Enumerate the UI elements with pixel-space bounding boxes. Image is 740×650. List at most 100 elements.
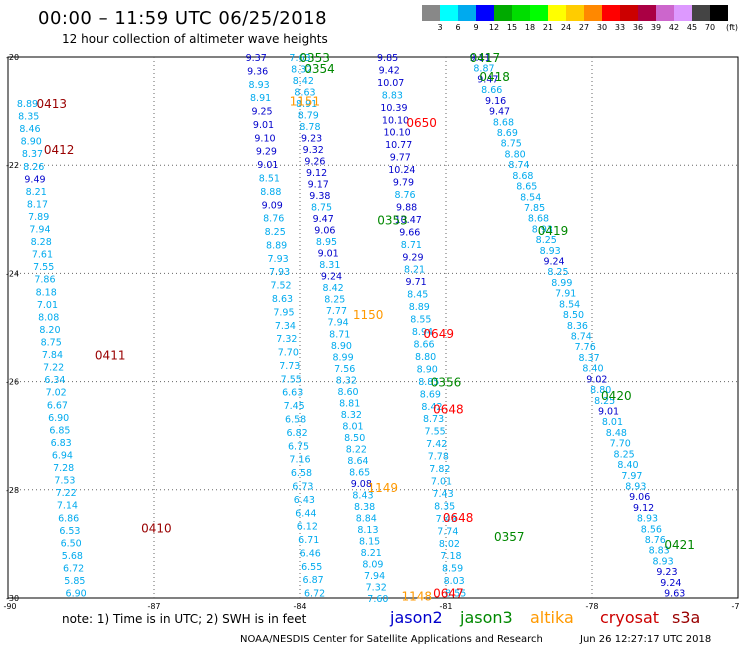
swh-value: 8.90 xyxy=(21,137,42,148)
swh-value: 7.94 xyxy=(328,318,349,329)
swh-value: 7.70 xyxy=(278,348,299,359)
swh-value: 9.29 xyxy=(256,147,277,158)
swh-value: 7.70 xyxy=(610,439,631,450)
swh-value: 6.82 xyxy=(287,428,308,439)
swh-value: 9.01 xyxy=(257,160,278,171)
swh-value: 7.63 xyxy=(289,53,310,64)
swh-value: 8.28 xyxy=(31,237,52,248)
y-tick-label: -26 xyxy=(6,378,19,387)
swh-value: 9.71 xyxy=(406,277,427,288)
swh-value: 6.85 xyxy=(49,425,70,436)
pass-label: 0413 xyxy=(37,97,68,111)
swh-value: 7.85 xyxy=(524,203,545,214)
swh-value: 6.90 xyxy=(66,589,87,600)
swh-value: 9.85 xyxy=(377,53,398,64)
swh-value: 9.42 xyxy=(379,65,400,76)
sat-label-jason2: jason2 xyxy=(390,608,443,627)
y-tick-label: -30 xyxy=(6,594,19,603)
swh-value: 8.50 xyxy=(563,310,584,321)
swh-value: 10.47 xyxy=(395,215,422,226)
swh-value: 8.93 xyxy=(540,246,561,257)
pass-label: 0649 xyxy=(423,327,454,341)
swh-value: 8.48 xyxy=(606,428,627,439)
note-text: note: 1) Time is in UTC; 2) SWH is in fe… xyxy=(62,612,307,626)
swh-value: 9.79 xyxy=(393,178,414,189)
swh-value: 7.84 xyxy=(42,350,63,361)
swh-value: 9.24 xyxy=(543,257,564,268)
swh-value: 8.01 xyxy=(602,417,623,428)
swh-value: 7.34 xyxy=(275,321,296,332)
swh-value: 8.80 xyxy=(590,385,611,396)
swh-value: 8.65 xyxy=(349,467,370,478)
swh-value: 7.01 xyxy=(431,476,452,487)
swh-value: 8.85 xyxy=(418,377,439,388)
swh-value: 8.80 xyxy=(415,352,436,363)
swh-value: 8.83 xyxy=(382,90,403,101)
swh-value: 8.87 xyxy=(473,64,494,75)
swh-value: 7.74 xyxy=(437,526,458,537)
swh-value: 8.25 xyxy=(324,295,345,306)
swh-value: 9.47 xyxy=(489,107,510,118)
swh-value: 8.35 xyxy=(18,112,39,123)
swh-value: 7.78 xyxy=(428,452,449,463)
sat-label-cryosat: cryosat xyxy=(600,608,660,627)
legend-label-14: 45 xyxy=(686,23,698,32)
swh-value: 7.45 xyxy=(284,401,305,412)
swh-value: 7.93 xyxy=(269,267,290,278)
swh-value: 8.90 xyxy=(417,364,438,375)
swh-value: 6.44 xyxy=(295,508,316,519)
swh-value: 8.51 xyxy=(259,174,280,185)
legend-label-3: 12 xyxy=(488,23,500,32)
swh-value: 8.32 xyxy=(336,375,357,386)
pass-label: 0418 xyxy=(479,70,510,84)
swh-value: 7.95 xyxy=(273,307,294,318)
swh-value: 9.06 xyxy=(314,226,335,237)
swh-value: 6.72 xyxy=(63,563,84,574)
swh-value: 8.66 xyxy=(481,85,502,96)
swh-value: 6.67 xyxy=(47,400,68,411)
swh-value: 7.28 xyxy=(53,463,74,474)
legend-swatch-12 xyxy=(638,5,656,21)
swh-value: 8.25 xyxy=(547,267,568,278)
swh-value: 8.93 xyxy=(652,556,673,567)
swh-value: 8.40 xyxy=(617,460,638,471)
swh-value: 8.18 xyxy=(36,287,57,298)
swh-value: 8.80 xyxy=(505,149,526,160)
swh-value: 9.12 xyxy=(633,503,654,514)
swh-value: 7.97 xyxy=(621,471,642,482)
swh-value: 7.02 xyxy=(46,388,67,399)
swh-value: 6.43 xyxy=(294,495,315,506)
legend-swatch-11 xyxy=(620,5,638,21)
swh-value: 8.01 xyxy=(342,421,363,432)
swh-value: 8.63 xyxy=(272,294,293,305)
legend-swatch-0 xyxy=(422,5,440,21)
legend-swatch-10 xyxy=(602,5,620,21)
swh-value: 9.23 xyxy=(656,567,677,578)
swh-value: 8.02 xyxy=(439,539,460,550)
swh-value: 6.94 xyxy=(52,450,73,461)
swh-value: 9.77 xyxy=(390,153,411,164)
swh-value: 8.40 xyxy=(582,364,603,375)
swh-value: 7.16 xyxy=(289,455,310,466)
swh-value: 8.21 xyxy=(26,187,47,198)
swh-value: 6.90 xyxy=(48,413,69,424)
legend-label-11: 36 xyxy=(632,23,644,32)
swh-value: 8.90 xyxy=(331,341,352,352)
swh-value: 8.08 xyxy=(38,312,59,323)
swh-value: 8.94 xyxy=(412,327,433,338)
legend-label-8: 27 xyxy=(578,23,590,32)
swh-value: 8.69 xyxy=(420,389,441,400)
swh-value: 8.17 xyxy=(27,199,48,210)
swh-value: 8.84 xyxy=(356,513,377,524)
legend-swatch-9 xyxy=(584,5,602,21)
swh-value: 10.24 xyxy=(388,165,415,176)
swh-value: 8.31 xyxy=(319,260,340,271)
legend-label-12: 39 xyxy=(650,23,662,32)
x-tick-label: -81 xyxy=(439,602,452,611)
swh-value: 7.82 xyxy=(429,464,450,475)
swh-value: 7.91 xyxy=(555,289,576,300)
legend-swatch-14 xyxy=(674,5,692,21)
swh-value: 6.58 xyxy=(285,415,306,426)
pass-label: 0417 xyxy=(470,51,501,65)
swh-value: 6.50 xyxy=(61,538,82,549)
